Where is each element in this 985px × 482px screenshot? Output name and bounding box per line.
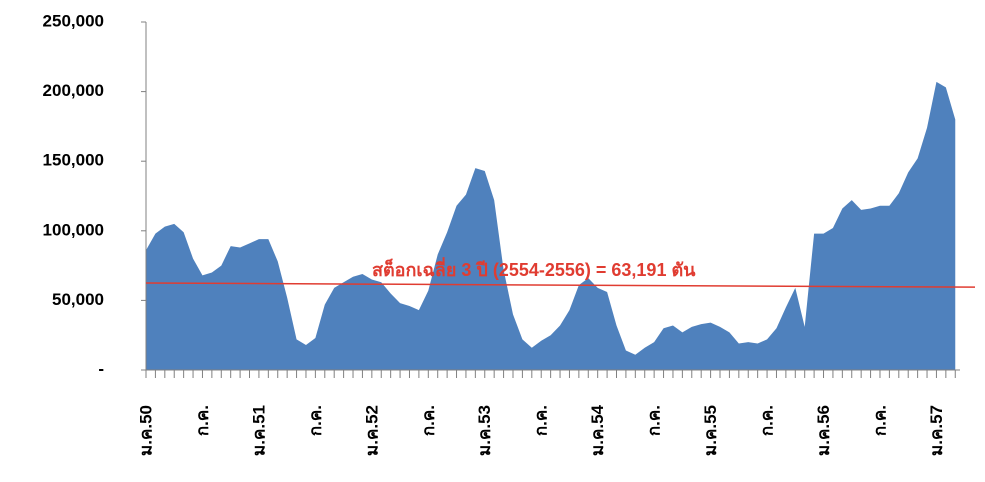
x-tick-label: ม.ค.50 <box>136 405 155 456</box>
y-tick-label: - <box>98 359 104 378</box>
x-tick-label: ก.ค. <box>532 405 551 436</box>
x-tick-label: ก.ค. <box>870 405 889 436</box>
x-tick-label: ก.ค. <box>193 405 212 436</box>
y-tick-label: 200,000 <box>43 81 104 100</box>
y-tick-label: 100,000 <box>43 220 104 239</box>
x-tick-label: ก.ค. <box>419 405 438 436</box>
x-tick-label: ก.ค. <box>758 405 777 436</box>
x-tick-label: ม.ค.55 <box>701 405 720 456</box>
area <box>146 81 956 370</box>
y-tick-label: 250,000 <box>43 11 104 30</box>
x-tick-label: ก.ค. <box>306 405 325 436</box>
x-tick-label: ม.ค.57 <box>927 405 946 456</box>
x-tick-label: ก.ค. <box>645 405 664 436</box>
reference-label: สต็อกเฉลี่ย 3 ปี (2554-2556) = 63,191 ตั… <box>372 257 696 280</box>
y-tick-label: 50,000 <box>52 290 104 309</box>
x-tick-label: ม.ค.54 <box>588 404 607 455</box>
x-tick-label: ม.ค.56 <box>814 405 833 456</box>
y-tick-label: 150,000 <box>43 151 104 170</box>
x-tick-label: ม.ค.52 <box>362 405 381 456</box>
reference-line <box>145 282 976 288</box>
x-tick-label: ม.ค.51 <box>249 405 268 456</box>
x-tick-label: ม.ค.53 <box>475 405 494 456</box>
